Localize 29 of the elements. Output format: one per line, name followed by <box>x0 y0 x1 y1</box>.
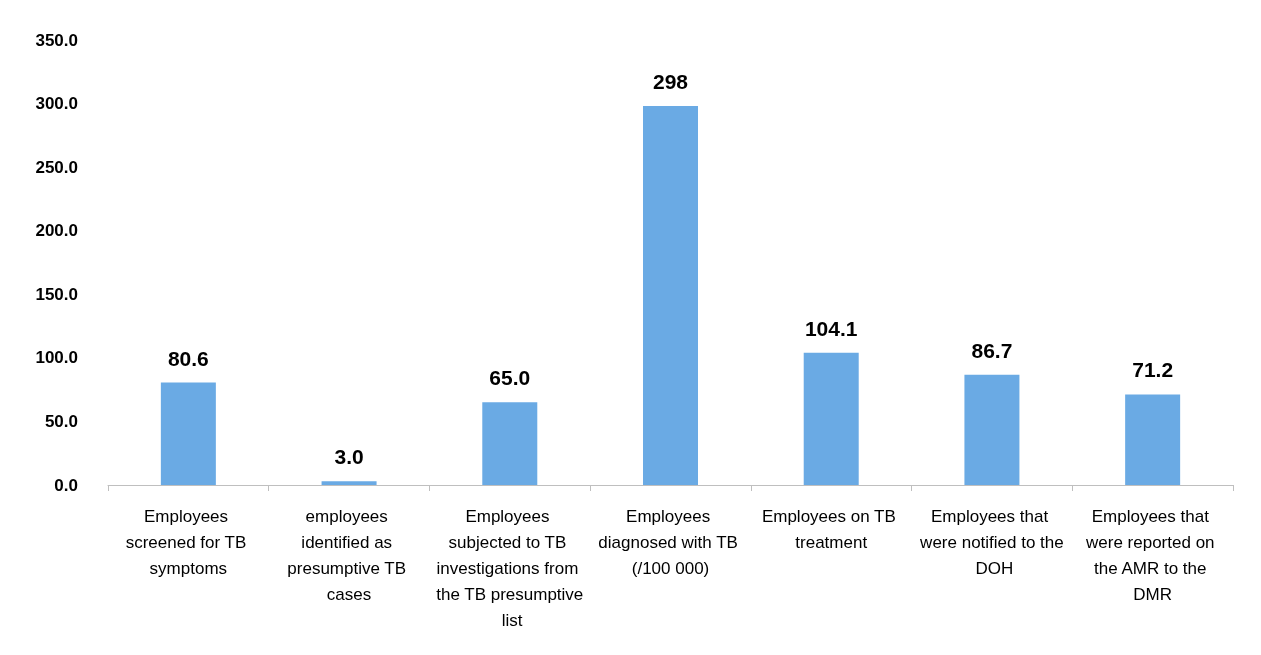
data-label: 86.7 <box>971 338 1013 362</box>
data-label: 65.0 <box>489 366 531 390</box>
bar <box>482 402 538 485</box>
data-label: 298 <box>652 70 689 94</box>
y-tick-label: 100.0 <box>35 348 78 368</box>
bar <box>964 374 1020 485</box>
x-tick-label: Employees screened for TB symptoms <box>125 506 252 578</box>
y-tick-label: 300.0 <box>35 94 78 114</box>
y-tick-label: 50.0 <box>44 411 78 431</box>
bar <box>803 352 859 485</box>
x-tick-label: Employees that were reported on the AMR to the DMR <box>1085 506 1220 604</box>
data-label: 3.0 <box>334 445 364 469</box>
y-tick-label: 250.0 <box>35 157 78 177</box>
bar <box>643 106 698 485</box>
x-tick-label: Employees subjected to TB investigations from the TB presumptive list <box>436 506 584 630</box>
x-tick-label: Employees diagnosed with TB (/100 000) <box>598 506 743 578</box>
data-label: 104.1 <box>804 316 858 340</box>
data-label: 71.2 <box>1132 358 1174 382</box>
y-tick-label: 150.0 <box>35 284 78 304</box>
y-tick-label: 0.0 <box>54 475 78 495</box>
bar <box>321 481 377 485</box>
y-tick-label: 200.0 <box>35 221 78 241</box>
data-label: 80.6 <box>167 346 209 370</box>
x-tick-label: employees identified as presumptive TB cases <box>287 506 411 604</box>
y-tick-label: 350.0 <box>35 30 78 50</box>
x-tick-label: Employees that were notified to the DOH <box>919 506 1064 578</box>
bar <box>160 382 216 485</box>
bar <box>1125 394 1181 485</box>
x-tick-label: Employees on TB treatment <box>761 506 901 552</box>
